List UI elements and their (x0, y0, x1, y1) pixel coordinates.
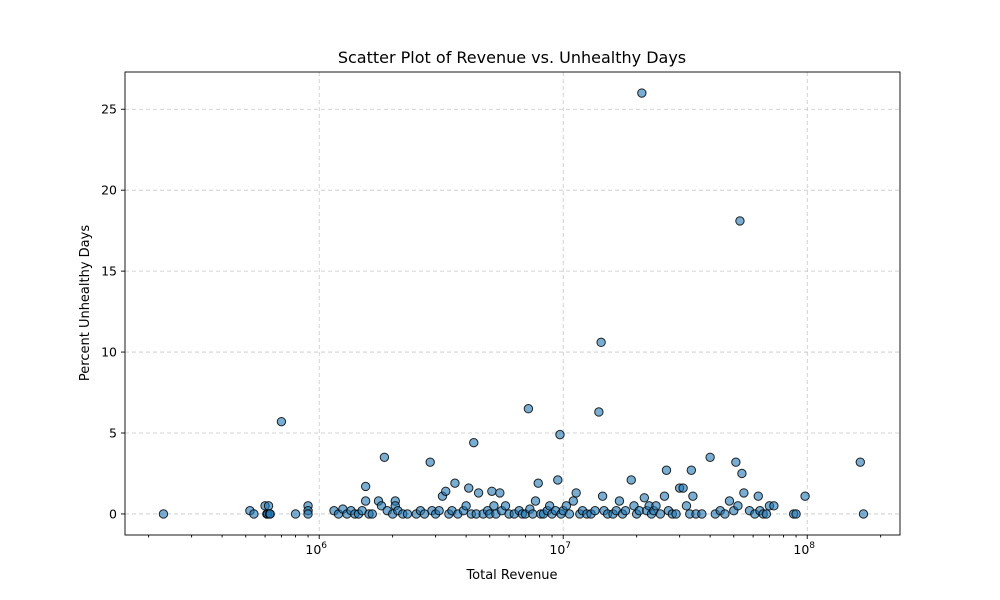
data-point (276, 416, 287, 427)
data-point (651, 501, 661, 511)
data-point (594, 407, 604, 417)
data-point (688, 491, 698, 501)
data-point (441, 486, 451, 496)
data-point (739, 488, 749, 498)
data-point (597, 491, 608, 501)
data-point (614, 496, 625, 506)
points-layer (158, 88, 869, 519)
y-tick-label: 10 (101, 345, 117, 360)
data-point (571, 488, 581, 498)
data-point (564, 509, 575, 519)
data-point (769, 501, 779, 511)
y-tick-label: 25 (101, 102, 117, 117)
data-point (697, 509, 707, 519)
data-point (791, 509, 801, 519)
grid-layer (125, 72, 900, 535)
data-point (735, 216, 745, 226)
data-point (450, 478, 460, 488)
data-point (568, 496, 579, 506)
data-point (731, 457, 741, 467)
data-point (461, 501, 471, 511)
data-point (425, 457, 435, 467)
data-point (561, 501, 572, 511)
data-point (530, 496, 541, 506)
data-point (637, 88, 647, 98)
data-point (367, 509, 377, 519)
data-point (469, 438, 479, 448)
y-tick-label: 15 (101, 264, 117, 279)
data-point (360, 496, 371, 506)
x-tick-label: 106 (305, 541, 327, 557)
data-point (523, 404, 534, 414)
data-point (402, 509, 413, 519)
data-point (724, 496, 735, 506)
data-point (379, 452, 390, 462)
data-point (495, 488, 505, 498)
data-point (555, 429, 565, 440)
data-point (855, 457, 865, 467)
data-point (464, 483, 474, 493)
data-point (596, 337, 606, 348)
data-point (858, 509, 869, 519)
data-point (533, 478, 543, 488)
y-tick-label: 20 (101, 183, 117, 198)
x-tick-label: 107 (549, 541, 571, 557)
data-point (678, 483, 688, 493)
plot-frame (124, 71, 901, 536)
data-point (659, 491, 670, 501)
data-point (800, 491, 810, 501)
data-point (620, 506, 631, 516)
y-axis-label: Percent Unhealthy Days (78, 225, 93, 381)
data-point (487, 486, 497, 496)
data-point (590, 506, 600, 516)
y-tick-label: 5 (109, 426, 117, 441)
x-axis-label: Total Revenue (465, 568, 557, 583)
data-point (489, 501, 499, 511)
data-point (639, 493, 650, 503)
data-point (705, 452, 715, 462)
data-point (265, 509, 275, 519)
data-point (473, 488, 484, 498)
data-point (761, 509, 772, 519)
chart-title: Scatter Plot of Revenue vs. Unhealthy Da… (338, 48, 686, 67)
data-point (671, 509, 681, 519)
y-tick-label: 0 (109, 506, 117, 521)
data-point (720, 509, 730, 519)
data-point (360, 481, 371, 492)
data-point (303, 509, 313, 519)
data-point (737, 468, 747, 479)
data-point (434, 506, 444, 516)
data-point (290, 509, 301, 519)
x-tick-label: 108 (793, 541, 815, 557)
data-point (158, 509, 169, 519)
data-point (753, 491, 763, 501)
axes-layer: 0 5 10 15 20 25 106 107 108 (101, 102, 882, 557)
data-point (626, 475, 636, 485)
data-point (686, 465, 697, 475)
data-point (249, 509, 259, 519)
data-point (528, 509, 538, 519)
data-point (733, 501, 743, 511)
data-point (500, 501, 511, 511)
data-point (661, 465, 672, 475)
data-point (655, 509, 666, 519)
data-point (681, 501, 692, 511)
data-point (263, 501, 274, 511)
data-point (553, 475, 563, 485)
